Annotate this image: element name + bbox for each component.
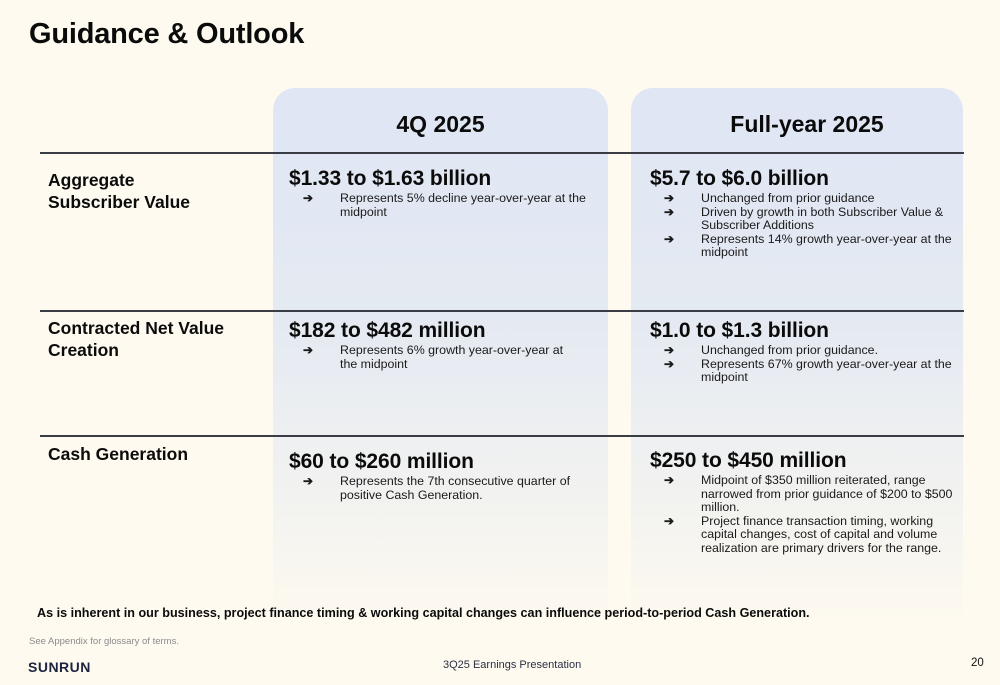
bullet-list: ➔ Unchanged from prior guidance ➔ Driven b…: [650, 191, 960, 260]
cash-generation-footnote: As is inherent in our business, project …: [37, 606, 810, 620]
sunrun-logo: SUNRUN: [28, 659, 91, 675]
row-label-aggregate-subscriber-value: Aggregate Subscriber Value: [48, 170, 191, 212]
column-panel-4q: [273, 88, 608, 616]
row-label-contracted-net-value-creation: Contracted Net Value Creation: [48, 318, 225, 360]
presentation-title: 3Q25 Earnings Presentation: [443, 659, 582, 671]
bullet-item: ➔ Midpoint of $350 million reiterated, ra…: [664, 473, 953, 515]
cell-fy-cash-generation: $250 to $450 million ➔ Midpoint of $350 m…: [650, 449, 960, 556]
guidance-range: $182 to $482 million: [289, 319, 486, 342]
cell-4q-contracted-net-value-creation: $182 to $482 million ➔ Represents 6% grow…: [289, 319, 604, 371]
bullet-list: ➔ Unchanged from prior guidance. ➔ Represe…: [650, 343, 960, 385]
arrow-right-icon: ➔: [303, 343, 314, 357]
arrow-right-icon: ➔: [664, 204, 675, 219]
glossary-footnote: See Appendix for glossary of terms.: [29, 636, 179, 647]
row-label-cash-generation: Cash Generation: [48, 444, 189, 464]
bullet-item: ➔ Driven by growth in both Subscriber Val…: [664, 204, 944, 233]
bullet-item: ➔ Represents 14% growth year-over-year at…: [664, 231, 952, 260]
column-header-full-year: Full-year 2025: [730, 111, 884, 137]
arrow-right-icon: ➔: [664, 513, 675, 528]
page-title: Guidance & Outlook: [29, 18, 305, 50]
divider: [40, 152, 964, 154]
bullet-list: ➔ Represents 5% decline year-over-year at…: [289, 191, 604, 219]
guidance-range: $1.0 to $1.3 billion: [650, 319, 829, 342]
bullet-item: ➔ Project finance transaction timing, wor…: [664, 513, 942, 555]
bullet-list: ➔ Represents 6% growth year-over-year at …: [289, 343, 604, 371]
arrow-right-icon: ➔: [303, 474, 314, 488]
arrow-right-icon: ➔: [303, 191, 314, 205]
arrow-right-icon: ➔: [664, 231, 675, 246]
cell-4q-cash-generation: $60 to $260 million ➔ Represents the 7th …: [289, 450, 604, 502]
bullet-item: ➔ Represents 67% growth year-over-year at…: [664, 356, 952, 385]
cell-fy-aggregate-subscriber-value: $5.7 to $6.0 billion ➔ Unchanged from pri…: [650, 167, 960, 260]
bullet-item: ➔ Unchanged from prior guidance.: [664, 343, 879, 357]
bullet-item: ➔ Unchanged from prior guidance: [664, 191, 875, 205]
bullet-list: ➔ Represents the 7th consecutive quarter …: [289, 474, 604, 502]
arrow-right-icon: ➔: [664, 473, 675, 487]
bullet-item: ➔ Represents 6% growth year-over-year at …: [303, 343, 564, 371]
column-header-4q: 4Q 2025: [396, 111, 485, 137]
bullet-item: ➔ Represents the 7th consecutive quarter …: [303, 474, 571, 502]
cell-4q-aggregate-subscriber-value: $1.33 to $1.63 billion ➔ Represents 5% de…: [289, 167, 604, 219]
column-panel-full-year: [631, 88, 963, 616]
guidance-range: $250 to $450 million: [650, 449, 847, 472]
arrow-right-icon: ➔: [664, 343, 675, 357]
guidance-range: $1.33 to $1.63 billion: [289, 167, 492, 190]
bullet-item: ➔ Represents 5% decline year-over-year at…: [303, 191, 586, 219]
arrow-right-icon: ➔: [664, 191, 675, 205]
cell-fy-contracted-net-value-creation: $1.0 to $1.3 billion ➔ Unchanged from pri…: [650, 319, 960, 385]
page-number: 20: [971, 657, 984, 669]
guidance-range: $5.7 to $6.0 billion: [650, 167, 829, 190]
divider: [40, 435, 964, 437]
bullet-list: ➔ Midpoint of $350 million reiterated, ra…: [650, 473, 960, 556]
divider: [40, 310, 964, 312]
guidance-range: $60 to $260 million: [289, 450, 474, 473]
arrow-right-icon: ➔: [664, 356, 675, 371]
